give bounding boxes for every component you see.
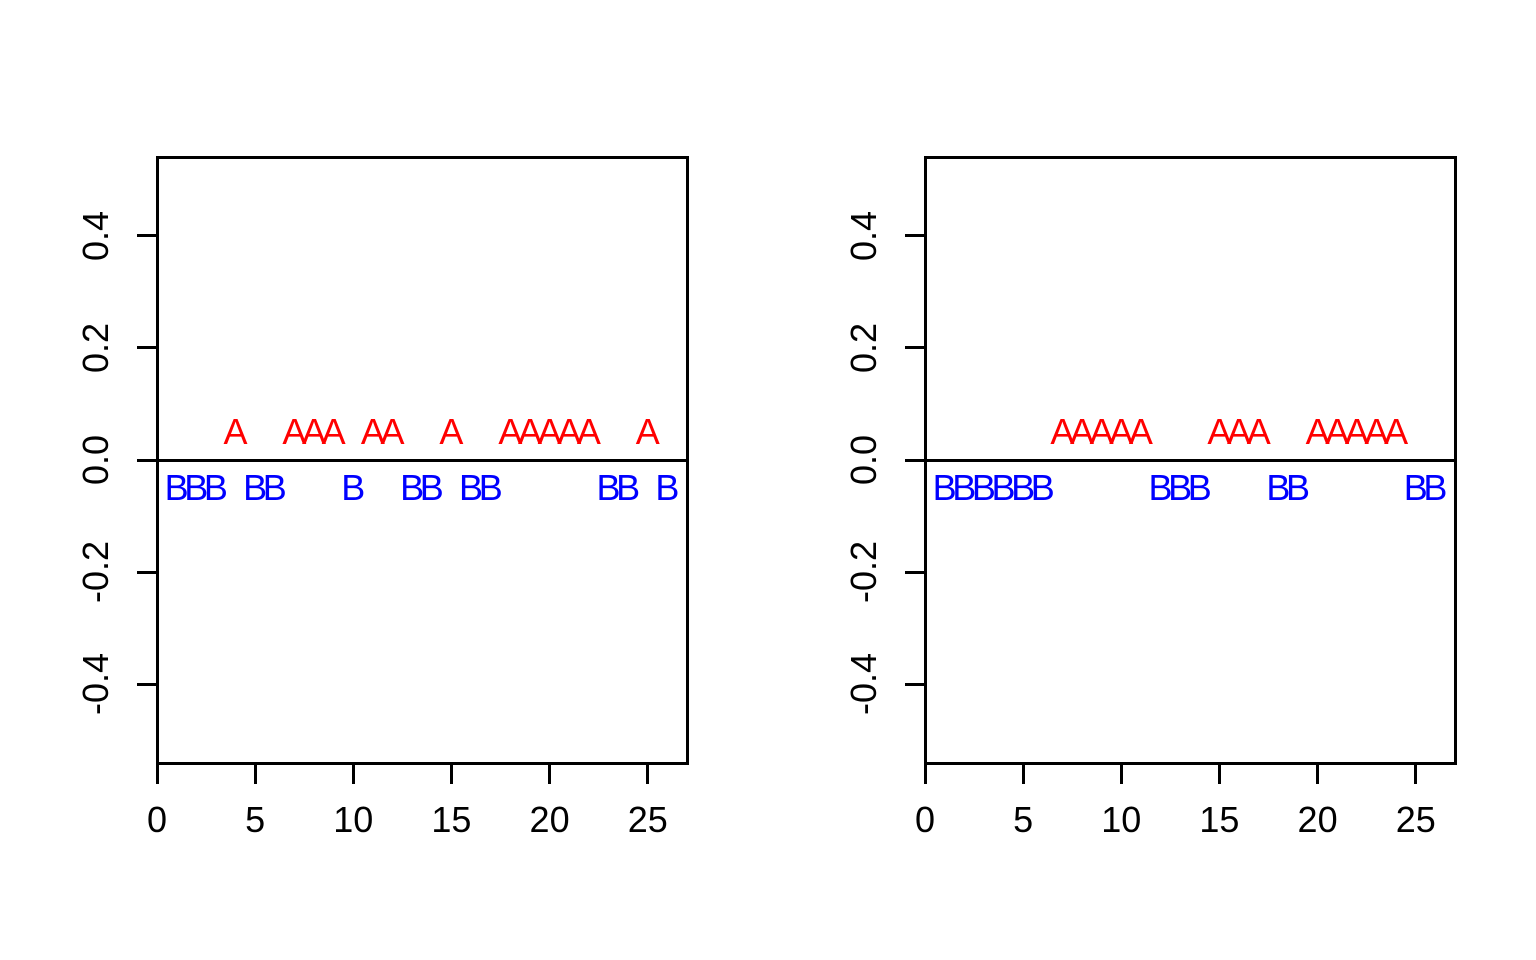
marker-B: B <box>164 467 189 509</box>
y-axis-tick <box>904 458 924 462</box>
x-axis-tick-label: 25 <box>627 799 668 840</box>
marker-B: B <box>991 467 1016 509</box>
y-axis-tick <box>904 234 924 238</box>
marker-B: B <box>1285 467 1310 509</box>
marker-B: B <box>400 467 425 509</box>
x-axis-tick <box>923 764 927 784</box>
marker-B: B <box>1266 467 1291 509</box>
x-axis-tick <box>1217 764 1221 784</box>
marker-A: A <box>439 410 464 452</box>
marker-B: B <box>203 467 228 509</box>
x-axis-tick-label: 10 <box>1101 799 1142 840</box>
marker-B: B <box>419 467 444 509</box>
marker-B: B <box>478 467 503 509</box>
marker-B: B <box>932 467 957 509</box>
x-axis-tick <box>1414 764 1418 784</box>
marker-A: A <box>1305 410 1330 452</box>
marker-B: B <box>1187 467 1212 509</box>
marker-A: A <box>498 410 523 452</box>
marker-A: A <box>1050 410 1075 452</box>
marker-A: A <box>1246 410 1271 452</box>
y-axis-tick-label: -0.2 <box>843 541 884 604</box>
marker-A: A <box>557 410 582 452</box>
y-axis-tick-label: 0.0 <box>843 434 884 486</box>
zero-line <box>157 458 687 462</box>
marker-B: B <box>1030 467 1055 509</box>
marker-A: A <box>302 410 327 452</box>
x-axis-tick-label: 20 <box>529 799 570 840</box>
marker-A: A <box>1109 410 1134 452</box>
x-axis-tick <box>548 764 552 784</box>
x-axis-tick-label: 10 <box>333 799 374 840</box>
x-axis-tick-label: 20 <box>1297 799 1338 840</box>
marker-B: B <box>971 467 996 509</box>
marker-A: A <box>1364 410 1389 452</box>
x-axis-tick <box>253 764 257 784</box>
marker-B: B <box>596 467 621 509</box>
x-axis-tick-label: 0 <box>146 799 168 840</box>
marker-A: A <box>1384 410 1409 452</box>
marker-B: B <box>952 467 977 509</box>
marker-B: B <box>184 467 209 509</box>
marker-A: A <box>576 410 601 452</box>
marker-A: A <box>223 410 248 452</box>
marker-B: B <box>616 467 641 509</box>
marker-A: A <box>635 410 660 452</box>
marker-B: B <box>243 467 268 509</box>
x-axis-tick-label: 5 <box>1013 799 1034 840</box>
marker-A: A <box>1227 410 1252 452</box>
y-axis-tick <box>136 570 156 574</box>
marker-B: B <box>1011 467 1036 509</box>
marker-B: B <box>341 467 366 509</box>
y-axis-tick-label: 0.4 <box>843 210 884 261</box>
marker-A: A <box>1207 410 1232 452</box>
marker-A: A <box>1344 410 1369 452</box>
y-axis-tick <box>136 234 156 238</box>
x-axis-tick-label: 15 <box>431 799 472 840</box>
marker-B: B <box>262 467 287 509</box>
marker-A: A <box>517 410 542 452</box>
y-axis-tick <box>136 458 156 462</box>
marker-B: B <box>655 467 680 509</box>
y-axis-tick-label: 0.2 <box>843 322 884 373</box>
x-axis-tick-label: 25 <box>1395 799 1436 840</box>
marker-A: A <box>282 410 307 452</box>
x-axis-tick <box>449 764 453 784</box>
marker-B: B <box>459 467 484 509</box>
marker-A: A <box>380 410 405 452</box>
x-axis-tick <box>1119 764 1123 784</box>
marker-B: B <box>1168 467 1193 509</box>
x-axis-tick <box>155 764 159 784</box>
x-axis-tick <box>351 764 355 784</box>
marker-B: B <box>1148 467 1173 509</box>
y-axis-tick <box>904 682 924 686</box>
y-axis-tick-label: -0.4 <box>843 653 884 716</box>
x-axis-tick <box>646 764 650 784</box>
marker-A: A <box>1128 410 1153 452</box>
y-axis-tick <box>904 346 924 350</box>
x-axis-tick <box>1021 764 1025 784</box>
y-axis-tick <box>904 570 924 574</box>
marker-A: A <box>321 410 346 452</box>
zero-line <box>925 458 1455 462</box>
marker-B: B <box>1423 467 1448 509</box>
y-axis-tick <box>136 346 156 350</box>
y-axis-tick <box>136 682 156 686</box>
x-axis-tick-label: 0 <box>914 799 936 840</box>
marker-B: B <box>1403 467 1428 509</box>
x-axis-tick <box>1316 764 1320 784</box>
x-axis-tick-label: 5 <box>245 799 266 840</box>
marker-A: A <box>537 410 562 452</box>
x-axis-tick-label: 15 <box>1199 799 1240 840</box>
marker-A: A <box>1325 410 1350 452</box>
marker-A: A <box>1089 410 1114 452</box>
marker-A: A <box>360 410 385 452</box>
marker-A: A <box>1070 410 1095 452</box>
